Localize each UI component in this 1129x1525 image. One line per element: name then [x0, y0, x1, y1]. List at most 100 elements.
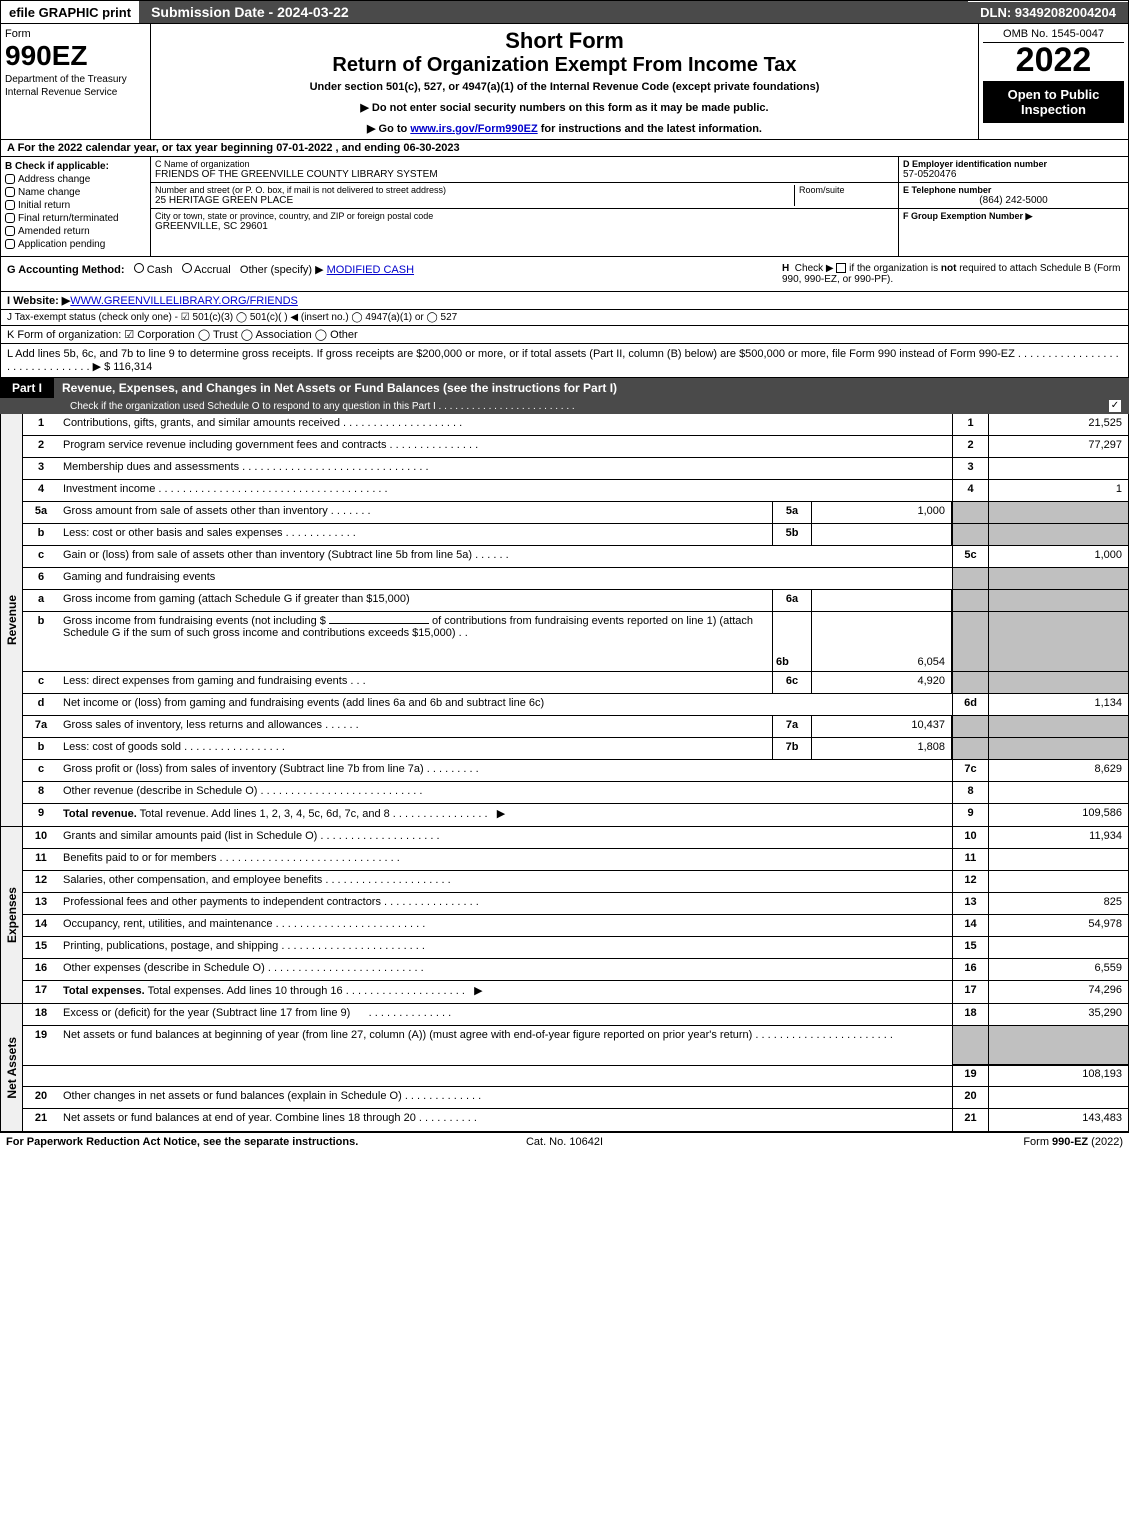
line5a-desc: Gross amount from sale of assets other t… [59, 502, 772, 523]
checkbox-application-pending[interactable] [5, 239, 15, 249]
line5b-val [812, 524, 952, 545]
box-bcd: B Check if applicable: Address change Na… [0, 157, 1129, 257]
addr-val: 25 HERITAGE GREEN PLACE [155, 195, 794, 206]
line6b-val: 6,054 [812, 612, 952, 671]
line13-desc: Professional fees and other payments to … [59, 893, 952, 914]
short-form-label: Short Form [155, 28, 974, 54]
addr-label: Number and street (or P. O. box, if mail… [155, 185, 794, 195]
org-name: FRIENDS OF THE GREENVILLE COUNTY LIBRARY… [155, 169, 894, 180]
box-c: C Name of organization FRIENDS OF THE GR… [151, 157, 898, 256]
line20-desc: Other changes in net assets or fund bala… [59, 1087, 952, 1108]
header-center: Short Form Return of Organization Exempt… [151, 24, 978, 139]
line16-val: 6,559 [988, 959, 1128, 980]
part1-sub-text: Check if the organization used Schedule … [70, 401, 575, 412]
form-header: Form 990EZ Department of the Treasury In… [0, 24, 1129, 140]
footer-center: Cat. No. 10642I [378, 1136, 750, 1148]
line11-desc: Benefits paid to or for members . . . . … [59, 849, 952, 870]
row-h: H Check ▶ if the organization is not req… [782, 263, 1122, 285]
note-ssn: ▶ Do not enter social security numbers o… [155, 101, 974, 114]
efile-label: efile GRAPHIC print [1, 2, 139, 23]
part1-num: Part I [0, 378, 54, 398]
row-l-val: 116,314 [113, 361, 152, 373]
side-expenses: Expenses [1, 827, 23, 1003]
top-spacer [361, 1, 968, 23]
netassets-table: Net Assets 18Excess or (deficit) for the… [0, 1004, 1129, 1132]
expenses-table: Expenses 10Grants and similar amounts pa… [0, 827, 1129, 1004]
side-netassets: Net Assets [1, 1004, 23, 1131]
side-revenue: Revenue [1, 414, 23, 826]
ein-val: 57-0520476 [903, 169, 1124, 180]
line11-val [988, 849, 1128, 870]
part1-sub: Check if the organization used Schedule … [0, 398, 1129, 414]
checkbox-address-change[interactable] [5, 174, 15, 184]
line6-desc: Gaming and fundraising events [59, 568, 952, 589]
radio-accrual[interactable] [182, 263, 192, 273]
line18-desc: Excess or (deficit) for the year (Subtra… [59, 1004, 952, 1025]
line18-val: 35,290 [988, 1004, 1128, 1025]
line15-desc: Printing, publications, postage, and shi… [59, 937, 952, 958]
radio-cash[interactable] [134, 263, 144, 273]
form-number: 990EZ [5, 40, 146, 72]
acct-method-label: G Accounting Method: [7, 264, 125, 276]
line14-desc: Occupancy, rent, utilities, and maintena… [59, 915, 952, 936]
checkbox-final-return[interactable] [5, 213, 15, 223]
checkbox-name-change[interactable] [5, 187, 15, 197]
line8-val [988, 782, 1128, 803]
line2-desc: Program service revenue including govern… [59, 436, 952, 457]
acct-method-val[interactable]: MODIFIED CASH [327, 264, 414, 276]
part1-header: Part I Revenue, Expenses, and Changes in… [0, 378, 1129, 398]
tax-year: 2022 [983, 43, 1124, 77]
line17-desc: Total expenses. Total expenses. Add line… [59, 981, 952, 1003]
line15-val [988, 937, 1128, 958]
line10-val: 11,934 [988, 827, 1128, 848]
row-i: I Website: ▶WWW.GREENVILLELIBRARY.ORG/FR… [0, 292, 1129, 310]
footer-left: For Paperwork Reduction Act Notice, see … [6, 1136, 378, 1148]
line20-val [988, 1087, 1128, 1108]
line12-val [988, 871, 1128, 892]
chk-initial: Initial return [18, 200, 70, 211]
part1-checkbox[interactable]: ✓ [1109, 400, 1121, 412]
box-b: B Check if applicable: Address change Na… [1, 157, 151, 256]
line9-val: 109,586 [988, 804, 1128, 826]
line9-desc: Total revenue. Total revenue. Add lines … [59, 804, 952, 826]
ein-label: D Employer identification number [903, 159, 1124, 169]
checkbox-initial-return[interactable] [5, 200, 15, 210]
line7a-val: 10,437 [812, 716, 952, 737]
line4-val: 1 [988, 480, 1128, 501]
line3-val [988, 458, 1128, 479]
line17-val: 74,296 [988, 981, 1128, 1003]
line5a-val: 1,000 [812, 502, 952, 523]
chk-pending: Application pending [18, 239, 105, 250]
city-label: City or town, state or province, country… [155, 211, 894, 221]
line6a-desc: Gross income from gaming (attach Schedul… [59, 590, 772, 611]
phone-val: (864) 242-5000 [903, 195, 1124, 206]
checkbox-amended-return[interactable] [5, 226, 15, 236]
other-label: Other (specify) ▶ [240, 264, 324, 276]
chk-amended: Amended return [18, 226, 90, 237]
line12-desc: Salaries, other compensation, and employ… [59, 871, 952, 892]
line6d-desc: Net income or (loss) from gaming and fun… [59, 694, 952, 715]
form-subtitle: Under section 501(c), 527, or 4947(a)(1)… [155, 81, 974, 93]
section-a: A For the 2022 calendar year, or tax yea… [0, 140, 1129, 157]
line6d-val: 1,134 [988, 694, 1128, 715]
public-inspection-badge: Open to Public Inspection [983, 81, 1124, 123]
dept-treasury: Department of the Treasury [5, 74, 146, 85]
line10-desc: Grants and similar amounts paid (list in… [59, 827, 952, 848]
group-exempt-label: F Group Exemption Number ▶ [903, 211, 1124, 222]
page-footer: For Paperwork Reduction Act Notice, see … [0, 1132, 1129, 1151]
line8-desc: Other revenue (describe in Schedule O) .… [59, 782, 952, 803]
dept-irs: Internal Revenue Service [5, 87, 146, 98]
section-a-text: A For the 2022 calendar year, or tax yea… [7, 142, 460, 154]
form-word: Form [5, 28, 146, 40]
revenue-table: Revenue 1Contributions, gifts, grants, a… [0, 414, 1129, 827]
checkbox-h[interactable] [836, 263, 846, 273]
irs-link[interactable]: www.irs.gov/Form990EZ [410, 123, 537, 135]
line21-desc: Net assets or fund balances at end of ye… [59, 1109, 952, 1131]
header-left: Form 990EZ Department of the Treasury In… [1, 24, 151, 139]
header-right: OMB No. 1545-0047 2022 Open to Public In… [978, 24, 1128, 139]
line5c-val: 1,000 [988, 546, 1128, 567]
box-b-label: B Check if applicable: [5, 161, 109, 172]
top-bar: efile GRAPHIC print Submission Date - 20… [0, 0, 1129, 24]
line14-val: 54,978 [988, 915, 1128, 936]
website-link[interactable]: WWW.GREENVILLELIBRARY.ORG/FRIENDS [70, 295, 298, 307]
